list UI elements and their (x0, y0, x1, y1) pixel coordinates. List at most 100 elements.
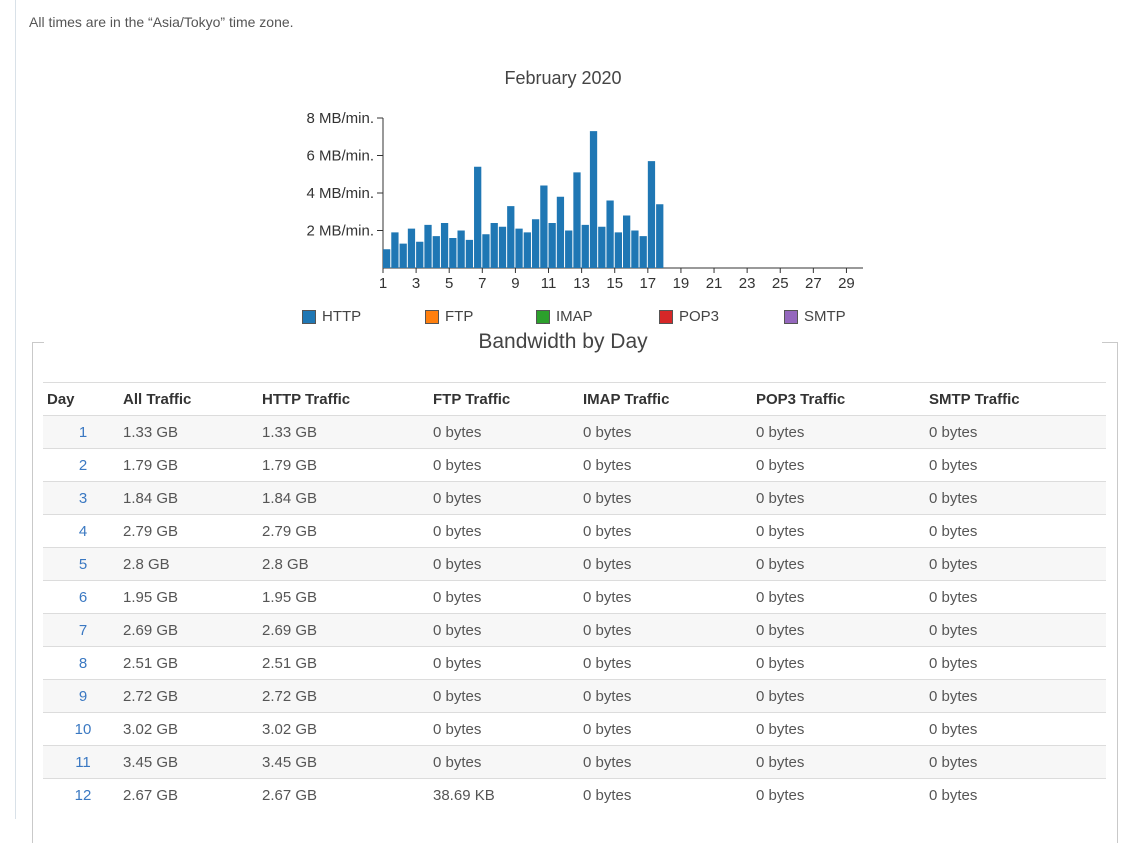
table-row: 11 3.45 GB 3.45 GB 0 bytes 0 bytes 0 bytes 0 b… (43, 745, 1106, 779)
legend-item-http[interactable]: HTTP (302, 308, 361, 325)
table-cell: 0 bytes (583, 448, 756, 482)
day-link[interactable]: 10 (43, 712, 123, 746)
table-cell: 0 bytes (583, 613, 756, 647)
http-bar (656, 204, 664, 268)
table-cell: 0 bytes (433, 679, 583, 713)
http-bar (515, 228, 523, 268)
http-bar (556, 196, 565, 268)
http-bar (482, 234, 490, 268)
day-link[interactable]: 9 (43, 679, 123, 713)
table-cell: 0 bytes (756, 679, 929, 713)
table-cell: 0 bytes (583, 778, 756, 811)
http-bar (647, 161, 656, 268)
http-bar (465, 239, 474, 268)
day-link[interactable]: 2 (43, 448, 123, 482)
http-bar (565, 230, 573, 268)
table-cell: 0 bytes (929, 580, 1106, 614)
http-bar (548, 223, 556, 268)
legend-item-smtp[interactable]: SMTP (784, 308, 846, 325)
chart-legend: HTTP FTP IMAP POP3 SMTP (0, 308, 1126, 328)
x-tick-label: 11 (541, 275, 557, 292)
http-bar (416, 241, 424, 268)
table-cell: 0 bytes (929, 415, 1106, 449)
table-cell: 2.8 GB (123, 547, 262, 581)
http-bar (639, 236, 647, 268)
table-cell: 1.95 GB (123, 580, 262, 614)
legend-swatch-smtp (784, 309, 798, 324)
x-tick-label: 23 (739, 275, 756, 292)
table-cell: 0 bytes (929, 778, 1106, 811)
x-tick-label: 21 (706, 275, 723, 292)
table-cell: 0 bytes (929, 712, 1106, 746)
http-bar (540, 185, 548, 268)
y-tick-label: 8 MB/min. (306, 110, 374, 127)
y-tick-label: 2 MB/min. (306, 223, 374, 240)
x-tick-label: 1 (379, 275, 387, 292)
day-link[interactable]: 5 (43, 547, 123, 581)
table-cell: 0 bytes (583, 481, 756, 515)
table-cell: 0 bytes (433, 415, 583, 449)
table-row: 4 2.79 GB 2.79 GB 0 bytes 0 bytes 0 bytes 0 by… (43, 514, 1106, 548)
day-link[interactable]: 1 (43, 415, 123, 449)
legend-item-pop3[interactable]: POP3 (659, 308, 719, 325)
legend-item-ftp[interactable]: FTP (425, 308, 473, 325)
legend-swatch-ftp (425, 309, 439, 324)
table-row: 2 1.79 GB 1.79 GB 0 bytes 0 bytes 0 bytes 0 by… (43, 448, 1106, 482)
table-cell: 3.45 GB (262, 745, 433, 779)
x-tick-label: 13 (573, 275, 590, 292)
table-row: 6 1.95 GB 1.95 GB 0 bytes 0 bytes 0 bytes 0 by… (43, 580, 1106, 614)
table-cell: 0 bytes (929, 745, 1106, 779)
table-cell: 0 bytes (433, 646, 583, 680)
chart-title: February 2020 (504, 68, 622, 88)
table-cell: 0 bytes (929, 448, 1106, 482)
table-cell: 0 bytes (929, 679, 1106, 713)
table-cell: 0 bytes (929, 646, 1106, 680)
table-cell: 1.79 GB (123, 448, 262, 482)
x-tick-label: 3 (412, 275, 420, 292)
day-link[interactable]: 6 (43, 580, 123, 614)
day-link[interactable]: 4 (43, 514, 123, 548)
bandwidth-chart: 2 MB/min.4 MB/min.6 MB/min.8 MB/min.1 3 5 7… (306, 110, 863, 292)
section-title: Bandwidth by Day (478, 330, 648, 353)
http-bar (391, 232, 399, 268)
table-cell: 2.67 GB (262, 778, 433, 811)
x-tick-label: 15 (606, 275, 623, 292)
legend-item-imap[interactable]: IMAP (536, 308, 593, 325)
table-cell: 0 bytes (583, 646, 756, 680)
table-row: 10 3.02 GB 3.02 GB 0 bytes 0 bytes 0 bytes 0 b… (43, 712, 1106, 746)
table-cell: 38.69 KB (433, 778, 583, 811)
column-header-day[interactable]: Day (43, 382, 123, 416)
column-header-all-traffic[interactable]: All Traffic (123, 382, 262, 416)
day-link[interactable]: 8 (43, 646, 123, 680)
table-cell: 0 bytes (929, 613, 1106, 647)
table-cell: 3.45 GB (123, 745, 262, 779)
column-header-ftp-traffic[interactable]: FTP Traffic (433, 382, 583, 416)
table-cell: 2.72 GB (262, 679, 433, 713)
day-link[interactable]: 3 (43, 481, 123, 515)
column-header-http-traffic[interactable]: HTTP Traffic (262, 382, 433, 416)
day-link[interactable]: 7 (43, 613, 123, 647)
legend-label-ftp: FTP (445, 308, 474, 325)
http-bar (614, 232, 622, 268)
column-header-smtp-traffic[interactable]: SMTP Traffic (929, 382, 1106, 416)
http-bar (589, 131, 598, 268)
x-tick-label: 19 (673, 275, 690, 292)
column-header-pop3-traffic[interactable]: POP3 Traffic (756, 382, 929, 416)
day-link[interactable]: 12 (43, 778, 123, 811)
http-bar (631, 230, 639, 268)
table-cell: 0 bytes (756, 745, 929, 779)
table-cell: 0 bytes (756, 712, 929, 746)
http-bar (581, 224, 589, 268)
http-bar (449, 238, 457, 268)
table-cell: 0 bytes (433, 745, 583, 779)
http-bar (440, 223, 449, 268)
table-cell: 2.67 GB (123, 778, 262, 811)
table-cell: 0 bytes (756, 514, 929, 548)
table-cell: 0 bytes (756, 646, 929, 680)
table-row: 1 1.33 GB 1.33 GB 0 bytes 0 bytes 0 bytes 0 by… (43, 415, 1106, 449)
table-cell: 3.02 GB (262, 712, 433, 746)
day-link[interactable]: 11 (43, 745, 123, 779)
table-cell: 2.51 GB (262, 646, 433, 680)
column-header-imap-traffic[interactable]: IMAP Traffic (583, 382, 756, 416)
http-bar (424, 224, 432, 268)
